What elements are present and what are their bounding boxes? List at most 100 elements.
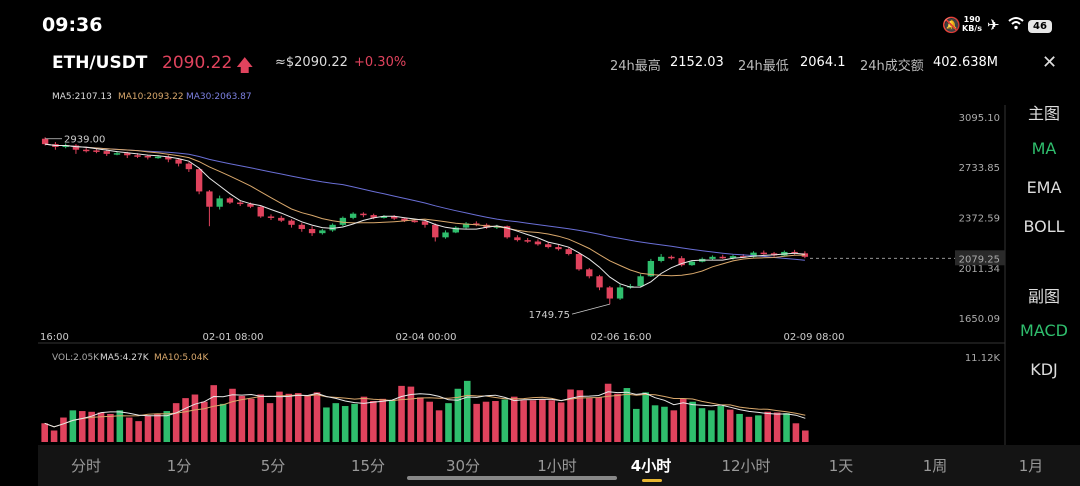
candle-body xyxy=(391,216,398,219)
candle-body xyxy=(257,206,264,217)
volume-bar xyxy=(341,406,349,442)
volume-bar xyxy=(219,403,227,442)
candle-body xyxy=(514,237,521,241)
candle-body xyxy=(473,223,480,225)
volume-bar xyxy=(69,410,77,442)
y-tick-label: 2011.34 xyxy=(959,264,1000,275)
volume-bar xyxy=(97,412,105,442)
volume-bar xyxy=(107,413,114,442)
current-price-label: 2079.25 xyxy=(959,254,1000,265)
candle-body xyxy=(83,149,90,152)
candle-body xyxy=(555,247,562,250)
volume-bar xyxy=(679,398,687,442)
tab-1w[interactable]: 1周 xyxy=(922,457,948,475)
volume-bar xyxy=(257,394,264,442)
low-value: 2064.1 xyxy=(800,55,846,70)
volume-bar xyxy=(698,408,706,442)
tab-1mo[interactable]: 1月 xyxy=(1018,457,1044,475)
tab-5m[interactable]: 5分 xyxy=(260,457,286,475)
y-tick-label: 2733.85 xyxy=(959,163,1000,174)
candle-body xyxy=(93,150,100,152)
volume-bar xyxy=(435,410,443,442)
volume-bar xyxy=(304,395,311,442)
volume-bar xyxy=(708,410,715,442)
volume-bar xyxy=(670,410,678,442)
volume-bar xyxy=(557,402,565,442)
indicator-ma[interactable]: MA xyxy=(1031,139,1057,158)
x-tick-label: 02-01 08:00 xyxy=(202,332,263,343)
volume-bar xyxy=(266,403,274,442)
volume-bar xyxy=(482,401,490,442)
volume-bar xyxy=(238,395,246,442)
tab-15m[interactable]: 15分 xyxy=(350,457,386,475)
volume-bar xyxy=(323,407,330,442)
candle-body xyxy=(267,216,275,218)
indicator-ema[interactable]: EMA xyxy=(1026,178,1062,197)
volume-bar xyxy=(247,398,255,442)
candle-body xyxy=(349,213,357,218)
status-time: 09:36 xyxy=(42,14,103,36)
candle-body xyxy=(740,256,747,258)
volume-bar xyxy=(726,409,734,442)
candle-body xyxy=(678,258,685,266)
volume-bar xyxy=(135,421,142,442)
volume-bar xyxy=(285,393,293,442)
tab-30m[interactable]: 30分 xyxy=(445,457,481,475)
volume-bar xyxy=(632,408,640,442)
tab-4h[interactable]: 4小时 xyxy=(630,457,672,475)
candle-body xyxy=(175,159,182,164)
tab-1m[interactable]: 1分 xyxy=(166,457,192,475)
candle-body xyxy=(226,198,234,203)
candle-body xyxy=(729,256,737,259)
tab-1d[interactable]: 1天 xyxy=(828,457,854,475)
volume-bar xyxy=(463,380,471,442)
volume-bar xyxy=(50,430,58,442)
home-indicator xyxy=(407,476,617,480)
candle-body xyxy=(278,217,285,221)
indicator-kdj[interactable]: KDJ xyxy=(1030,360,1058,379)
candle-body xyxy=(534,241,542,245)
volume-bar xyxy=(426,401,433,442)
volume-bar xyxy=(661,406,668,442)
candlestick-chart[interactable]: 3095.10 2733.85 2372.59 2011.34 1650.09 16:00… xyxy=(0,105,1010,445)
volume-bar xyxy=(473,403,480,442)
candle-body xyxy=(616,287,624,299)
candle-body xyxy=(144,155,151,158)
candle-body xyxy=(339,217,347,225)
candle-body xyxy=(586,269,593,277)
indicator-macd[interactable]: MACD xyxy=(1020,321,1068,340)
candle-body xyxy=(503,226,511,238)
candle-body xyxy=(185,163,193,170)
volume-bar xyxy=(548,400,556,442)
candle-body xyxy=(688,261,696,266)
volume-bar xyxy=(163,411,171,442)
volume-bar xyxy=(520,400,527,442)
candle-body xyxy=(154,156,162,159)
candle-body xyxy=(791,251,798,254)
volume-bar xyxy=(642,392,649,442)
tab-12h[interactable]: 12小时 xyxy=(721,457,771,475)
net-speed-value: 190 xyxy=(963,15,981,24)
volume-bar xyxy=(116,410,124,442)
volume-bar xyxy=(745,416,753,442)
trading-pair[interactable]: ETH/USDT xyxy=(52,53,148,73)
close-icon[interactable]: ✕ xyxy=(1042,52,1058,73)
volume-bar xyxy=(623,388,631,442)
volume-bar xyxy=(60,417,67,442)
volume-bar xyxy=(445,403,452,442)
candle-body xyxy=(329,224,336,231)
indicator-boll[interactable]: BOLL xyxy=(1023,217,1065,236)
candle-body xyxy=(380,216,388,218)
candle-body xyxy=(216,198,223,207)
volume-bar xyxy=(576,390,584,442)
ma10-line xyxy=(45,143,805,277)
volume-bar xyxy=(351,403,358,442)
vol-max-label: 11.12K xyxy=(965,353,1001,364)
tab-timeline[interactable]: 分时 xyxy=(70,457,101,475)
tab-1h[interactable]: 1小时 xyxy=(537,457,577,475)
volume-bar xyxy=(417,397,424,442)
volume-bar xyxy=(773,412,781,442)
volume-value: 402.638M xyxy=(933,55,998,70)
candle-body xyxy=(606,287,613,299)
candle-body xyxy=(134,155,141,157)
